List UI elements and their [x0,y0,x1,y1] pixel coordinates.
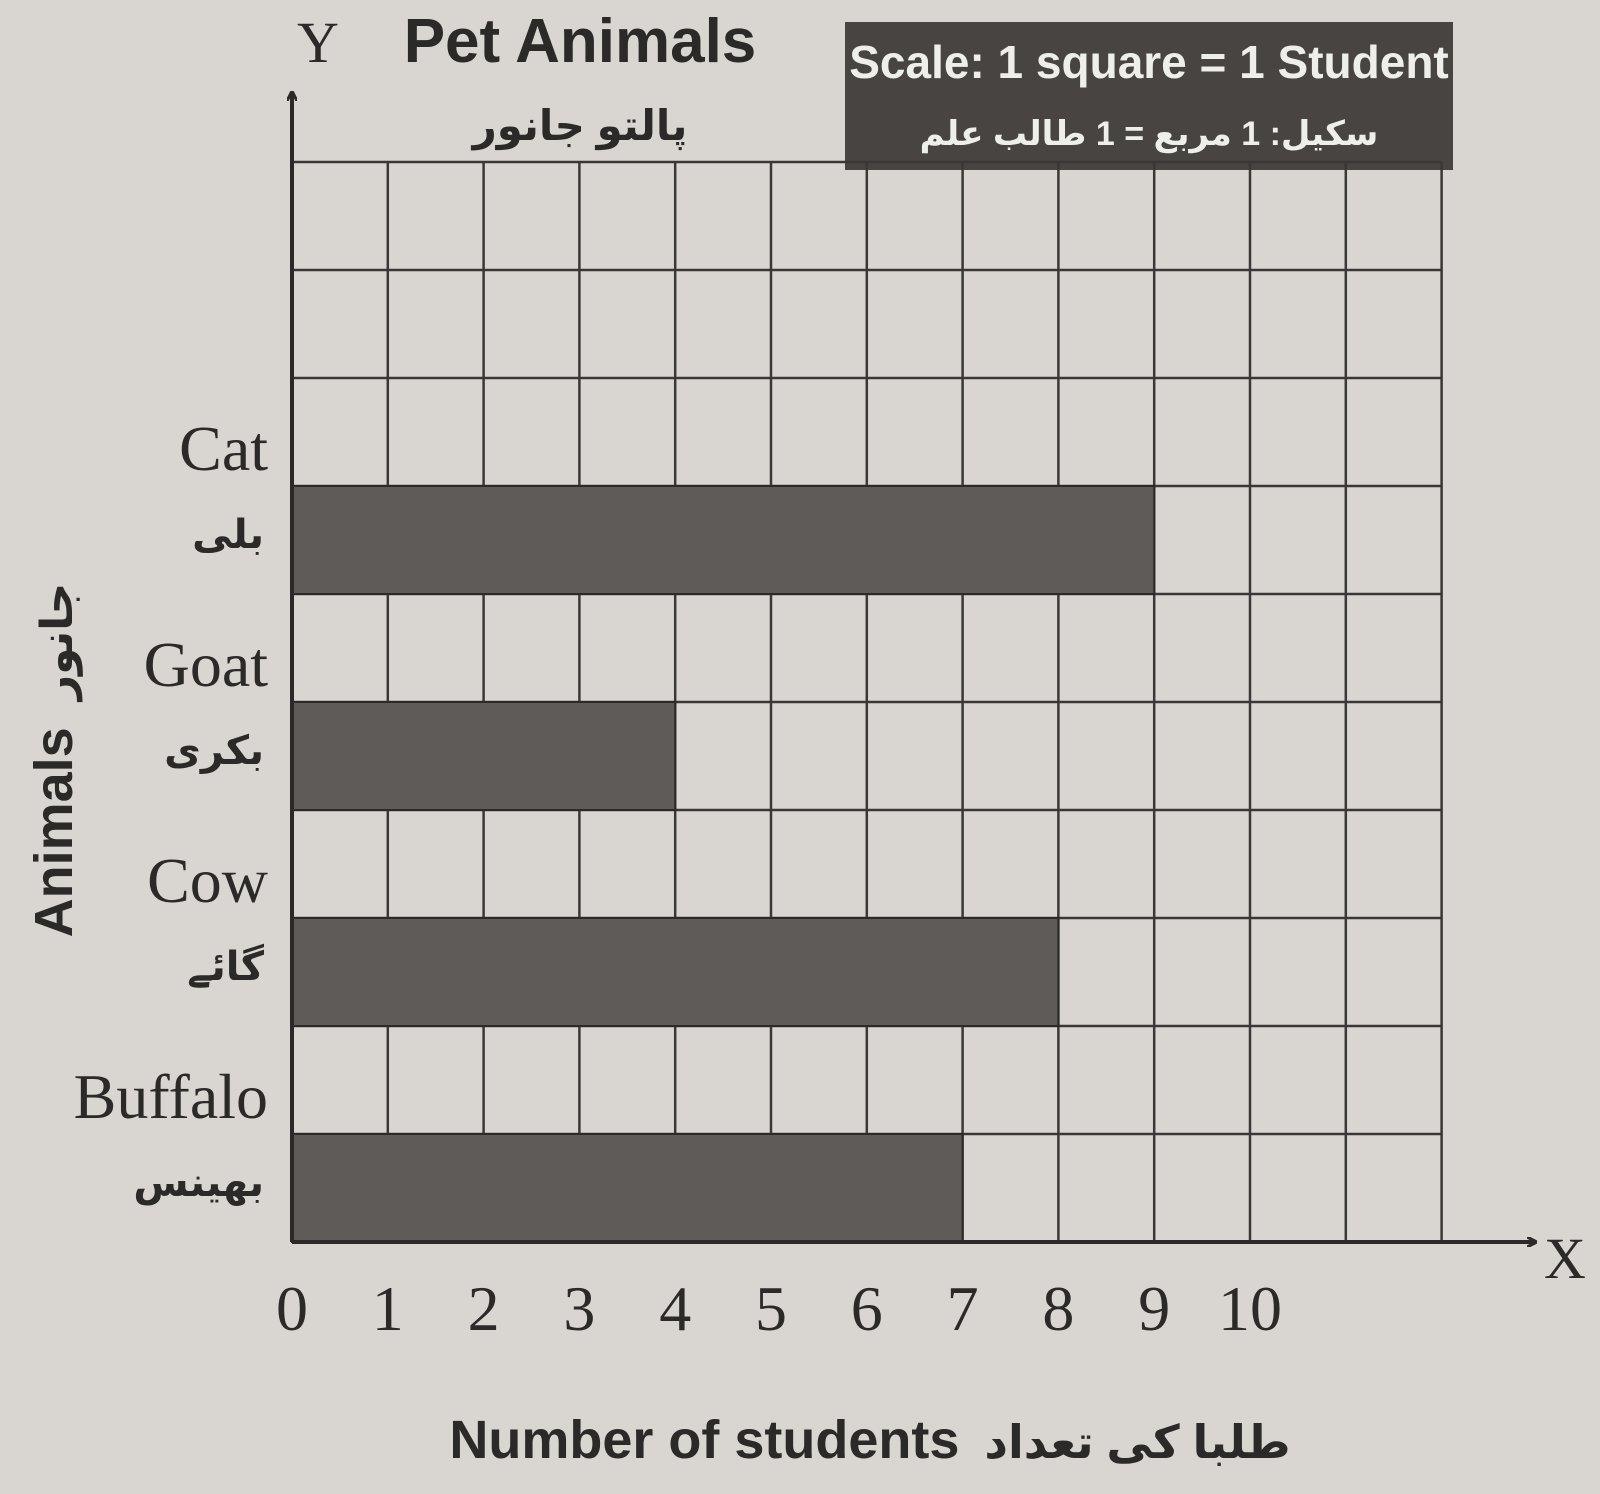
y-axis-label-urdu: جانور [33,583,83,703]
bar-cat [291,485,1156,595]
x-tick-label: 0 [276,1273,308,1344]
x-tick-label: 2 [468,1273,500,1344]
bars [291,485,1156,1243]
category-label-cow: Cow [147,845,268,916]
x-tick-label: 10 [1218,1273,1282,1344]
y-axis-label-english: Animals [24,727,84,937]
bar-goat [291,701,677,811]
x-tick-label: 1 [372,1273,404,1344]
category-label-goat: Goat [144,629,269,700]
bar-cow [291,917,1060,1027]
x-tick-label: 4 [659,1273,691,1344]
x-tick-label: 9 [1138,1273,1170,1344]
x-tick-label: 5 [755,1273,787,1344]
chart-title-urdu: پالتو جانور [471,102,688,151]
x-axis-label: Number of students طلبا کی تعداد [449,1410,1290,1470]
y-axis-letter: Y [297,10,339,75]
category-label-urdu-cat: بلی [192,513,264,557]
chart-title: Pet Animals [404,7,757,76]
category-label-buffalo: Buffalo [74,1061,268,1132]
category-label-urdu-goat: بکری [164,729,264,774]
x-tick-label: 8 [1042,1273,1074,1344]
scale-note-urdu: سکیل: 1 مربع = 1 طالب علم [920,115,1379,154]
category-label-urdu-buffalo: بھینس [133,1161,264,1206]
category-labels: Cat بلی Goat بکری Cow گائے Buffalo بھینس [74,413,269,1206]
x-axis-letter: X [1544,1226,1586,1291]
scale-box [845,22,1453,170]
axes [292,92,1536,1242]
x-axis-label-english: Number of students [449,1410,959,1470]
category-label-cat: Cat [179,413,268,484]
x-tick-labels: 0 1 2 3 4 5 6 7 8 9 10 [276,1273,1282,1344]
x-tick-label: 3 [563,1273,595,1344]
x-tick-label: 6 [851,1273,883,1344]
category-label-urdu-cow: گائے [187,943,264,989]
x-axis-label-urdu: طلبا کی تعداد [984,1416,1290,1468]
bar-buffalo [291,1133,964,1243]
scale-note: Scale: 1 square = 1 Student [849,36,1449,88]
y-axis-label: Animals جانور [24,583,84,938]
x-tick-label: 7 [947,1273,979,1344]
